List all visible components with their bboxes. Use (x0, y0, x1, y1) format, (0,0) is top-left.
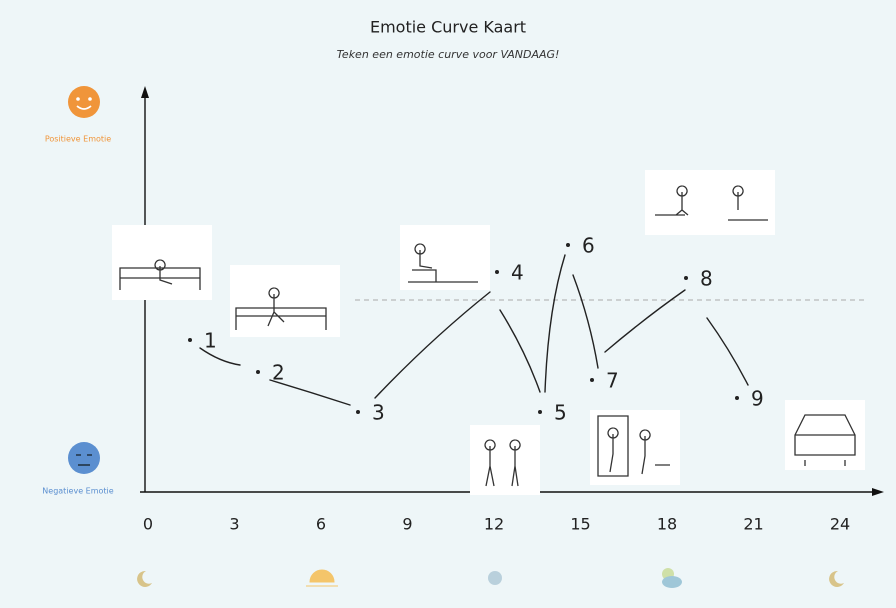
curve-stroke (499, 309, 541, 393)
negative-label: Negatieve Emotie (42, 487, 113, 496)
time-icons (137, 568, 844, 588)
point-dot (495, 270, 499, 274)
x-tick-label: 3 (229, 515, 239, 534)
x-tick-label: 24 (830, 515, 850, 534)
x-tick-label: 12 (484, 515, 504, 534)
point-dot (735, 396, 739, 400)
curve-stroke (269, 379, 351, 406)
positive-face (68, 86, 100, 118)
y-arrow (141, 86, 149, 98)
point-dot (566, 243, 570, 247)
x-tick-label: 9 (402, 515, 412, 534)
curve-stroke (199, 347, 241, 366)
x-tick-label: 21 (743, 515, 763, 534)
curve-stroke (544, 254, 566, 393)
point-label: 1 (204, 329, 217, 353)
point-dot (590, 378, 594, 382)
x-arrow (872, 488, 884, 496)
x-tick-label: 18 (657, 515, 677, 534)
x-tick-label: 6 (316, 515, 326, 534)
point-label: 9 (751, 387, 764, 411)
subtitle: Teken een emotie curve voor VANDAAG! (337, 48, 560, 61)
point-label: 7 (606, 369, 619, 393)
x-tick-label: 15 (570, 515, 590, 534)
point-label: 5 (554, 401, 567, 425)
curve-stroke (604, 289, 686, 353)
point-label: 4 (511, 261, 524, 285)
curve-stroke (374, 291, 491, 399)
illustrations (112, 170, 865, 495)
point-dot (684, 276, 688, 280)
point-label: 2 (272, 361, 285, 385)
point-label: 6 (582, 234, 595, 258)
point-dot (538, 410, 542, 414)
x-tick-label: 0 (143, 515, 153, 534)
negative-face (68, 442, 100, 474)
positive-label: Positieve Emotie (45, 135, 111, 144)
curve-stroke (706, 317, 749, 386)
point-dot (256, 370, 260, 374)
curve-stroke (572, 274, 599, 369)
point-label: 8 (700, 267, 713, 291)
point-dot (188, 338, 192, 342)
title: Emotie Curve Kaart (370, 18, 526, 37)
point-label: 3 (372, 401, 385, 425)
point-dot (356, 410, 360, 414)
